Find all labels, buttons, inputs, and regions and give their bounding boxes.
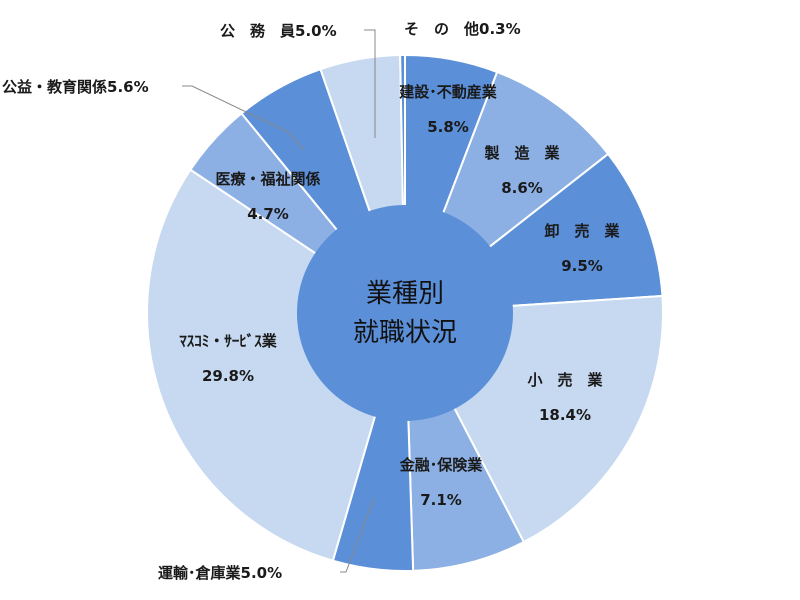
slice-label-name: 建設･不動産業: [399, 83, 498, 101]
slice-label-name: 製 造 業: [483, 144, 560, 162]
center-title-line1: 業種別: [366, 279, 444, 309]
leader-lines: [182, 29, 376, 573]
slice-label-name: 卸 売 業: [544, 222, 620, 240]
donut-center: [297, 205, 513, 421]
slice-label-value: 7.1%: [420, 491, 462, 509]
slice-label-value: 29.8%: [202, 367, 254, 385]
leader-line: [340, 497, 375, 573]
leader-line: [364, 29, 376, 138]
slice-label-outside: 公 務 員5.0%: [220, 22, 337, 40]
slice-labels: 建設･不動産業 5.8% 製 造 業 8.6% 卸 売 業 9.5% 小 売 業 18.4% 金…: [2, 20, 620, 582]
slice-label-name: 小 売 業: [527, 371, 603, 389]
slice-label-value: 18.4%: [539, 406, 591, 424]
slice-label-value: 8.6%: [501, 179, 543, 197]
slice-label-name: 金融･保険業: [399, 456, 484, 474]
slice-label-name: 医療・福祉関係: [215, 170, 320, 188]
pie-slice: [146, 168, 407, 562]
slice-label-outside: 運輸･倉庫業5.0%: [158, 564, 282, 582]
slice-label-value: 5.8%: [427, 118, 469, 136]
slice-label-outside: 公益・教育関係5.6%: [2, 78, 149, 96]
slice-label-outside: そ の 他0.3%: [404, 20, 521, 38]
center-title-line2: 就職状況: [353, 318, 457, 348]
slice-label-value: 4.7%: [247, 205, 289, 223]
slice-label-value: 9.5%: [561, 257, 603, 275]
slice-label-name: ﾏｽｺﾐ・ｻｰﾋﾞｽ業: [179, 332, 278, 350]
leader-line: [182, 85, 305, 151]
